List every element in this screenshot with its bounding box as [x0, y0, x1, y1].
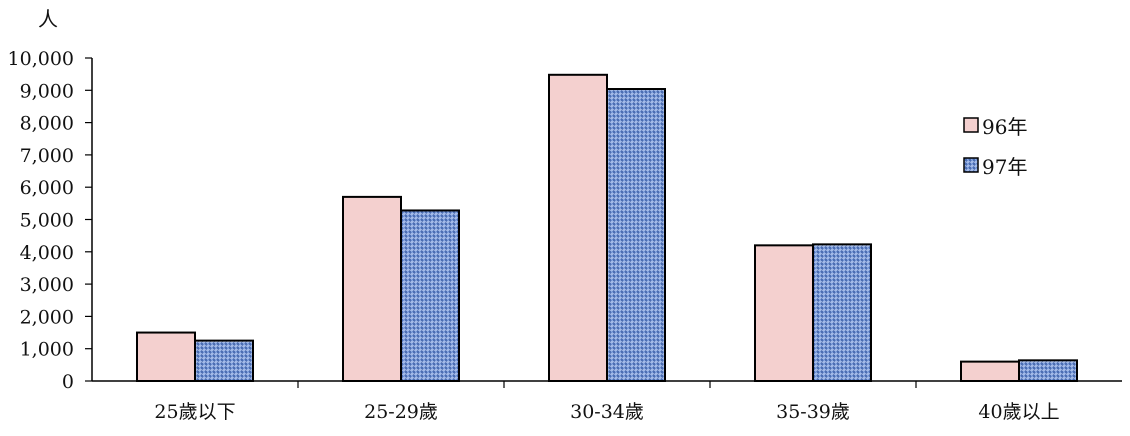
bar-series-97 [606, 88, 666, 383]
x-tick-label: 40歲以上 [978, 401, 1059, 423]
y-tick-label: 10,000 [8, 48, 74, 70]
x-tick-label: 35-39歲 [776, 401, 850, 423]
x-tick-label: 30-34歲 [570, 401, 644, 423]
bar-series-96 [754, 244, 814, 382]
y-tick-label: 2,000 [20, 306, 74, 328]
bar-series-96 [960, 360, 1020, 382]
bar-series-96 [548, 73, 608, 383]
bar-series-96 [136, 331, 196, 382]
y-axis-ticks: 0 1,000 2,000 3,000 4,000 5,000 6,000 7,000 8,00… [8, 48, 92, 393]
legend-label: 97年 [982, 155, 1027, 179]
bar-series-97 [194, 339, 254, 382]
bar-series-97 [400, 209, 460, 382]
legend: 96年 97年 [963, 115, 1027, 179]
legend-swatch [963, 117, 979, 133]
x-tick-label: 25歲以下 [154, 401, 235, 423]
x-axis-ticks: 25歲以下 25-29歲 30-34歲 35-39歲 40歲以上 [154, 381, 1060, 423]
y-tick-label: 7,000 [20, 145, 74, 167]
legend-swatch [963, 157, 979, 173]
bar-series-96 [342, 195, 402, 382]
y-tick-label: 8,000 [20, 113, 74, 135]
bar-series-97 [812, 243, 872, 382]
y-tick-label: 4,000 [20, 242, 74, 264]
y-tick-label: 6,000 [20, 177, 74, 199]
y-axis-title: 人 [38, 7, 58, 31]
legend-label: 96年 [982, 115, 1027, 139]
bars [136, 73, 1078, 383]
y-tick-label: 1,000 [20, 339, 74, 361]
x-tick-label: 25-29歲 [364, 401, 438, 423]
y-tick-label: 0 [62, 371, 74, 393]
y-tick-label: 9,000 [20, 80, 74, 102]
y-tick-label: 3,000 [20, 274, 74, 296]
y-tick-label: 5,000 [20, 210, 74, 232]
bar-series-97 [1018, 359, 1078, 383]
